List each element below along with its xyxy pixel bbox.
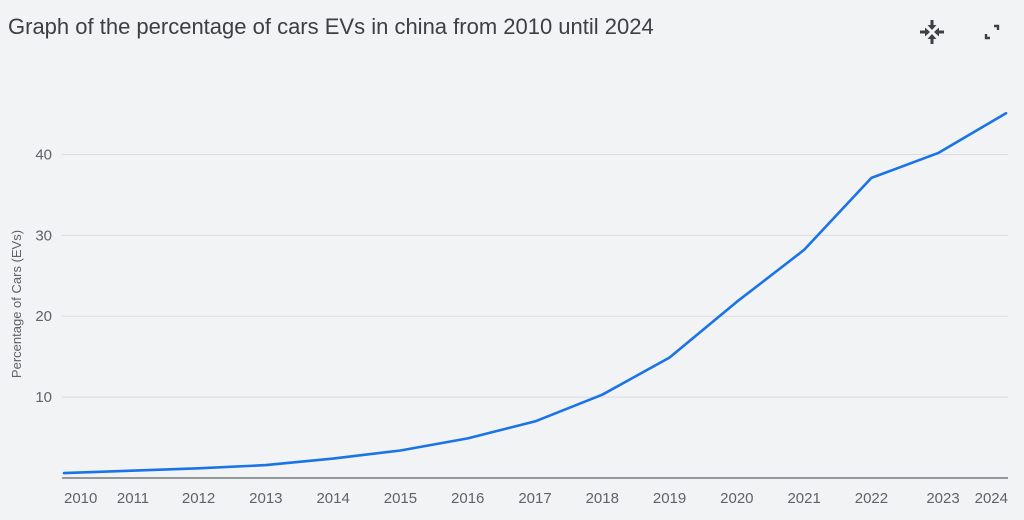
- series-line: [62, 111, 1008, 475]
- data-point[interactable]: [195, 464, 203, 472]
- x-tick-label: 2024: [975, 490, 1008, 507]
- x-tick-label: 2019: [653, 490, 686, 507]
- fullscreen-icon: [984, 24, 1000, 40]
- y-axis-label: Percentage of Cars (EVs): [9, 230, 24, 378]
- x-tick-label: 2011: [117, 490, 149, 507]
- y-tick-labels: 10 20 30 40: [35, 146, 52, 406]
- data-point[interactable]: [464, 434, 472, 442]
- y-tick-label: 10: [35, 389, 52, 406]
- data-points: [60, 109, 1010, 477]
- x-tick-label: 2013: [249, 490, 282, 507]
- y-tick-label: 30: [35, 227, 52, 244]
- data-point[interactable]: [867, 174, 875, 182]
- x-tick-label: 2023: [926, 490, 959, 507]
- x-tick-label: 2022: [855, 490, 888, 507]
- collapse-button[interactable]: [914, 14, 950, 50]
- x-tick-label: 2012: [182, 490, 215, 507]
- x-tick-label: 2015: [384, 490, 417, 507]
- data-point[interactable]: [666, 353, 674, 361]
- x-tick-label: 2018: [586, 490, 619, 507]
- grid-lines: [62, 153, 1008, 398]
- data-point[interactable]: [531, 417, 539, 425]
- fullscreen-button[interactable]: [974, 14, 1010, 50]
- chart-title: Graph of the percentage of cars EVs in c…: [8, 14, 654, 39]
- data-point[interactable]: [1002, 109, 1010, 117]
- y-tick-label: 40: [35, 146, 52, 163]
- data-point[interactable]: [329, 455, 337, 463]
- x-tick-label: 2010: [64, 490, 97, 507]
- data-point[interactable]: [935, 149, 943, 157]
- x-tick-labels: 2010 2011 2012 2013 2014 2015 2016 2017 2018 2019…: [64, 490, 1008, 507]
- data-point[interactable]: [733, 298, 741, 306]
- x-tick-label: 2016: [451, 490, 484, 507]
- data-point[interactable]: [598, 391, 606, 399]
- data-point[interactable]: [800, 246, 808, 254]
- x-tick-label: 2017: [518, 490, 551, 507]
- x-tick-label: 2014: [316, 490, 349, 507]
- x-tick-label: 2020: [720, 490, 753, 507]
- data-point[interactable]: [127, 467, 135, 475]
- data-point[interactable]: [396, 446, 404, 454]
- data-point[interactable]: [60, 469, 68, 477]
- y-tick-label: 20: [35, 308, 52, 325]
- x-tick-label: 2021: [787, 490, 820, 507]
- collapse-arrows-icon: [920, 20, 944, 44]
- data-point[interactable]: [262, 461, 270, 469]
